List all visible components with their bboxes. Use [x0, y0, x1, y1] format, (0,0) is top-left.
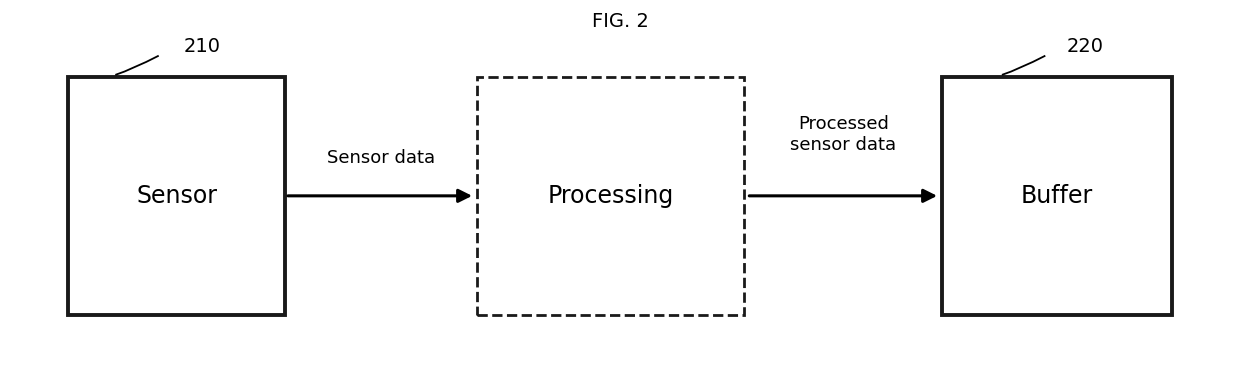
Text: Processing: Processing	[548, 184, 673, 208]
Bar	[68, 77, 285, 315]
Text: 210: 210	[184, 36, 221, 56]
Text: Sensor: Sensor	[136, 184, 217, 208]
Text: FIG. 2: FIG. 2	[591, 12, 649, 30]
Text: Buffer: Buffer	[1021, 184, 1094, 208]
Text: Processed
sensor data: Processed sensor data	[790, 115, 897, 154]
Text: 220: 220	[1066, 36, 1104, 56]
Text: Sensor data: Sensor data	[326, 149, 435, 167]
Bar	[942, 77, 1172, 315]
Bar	[477, 77, 744, 315]
